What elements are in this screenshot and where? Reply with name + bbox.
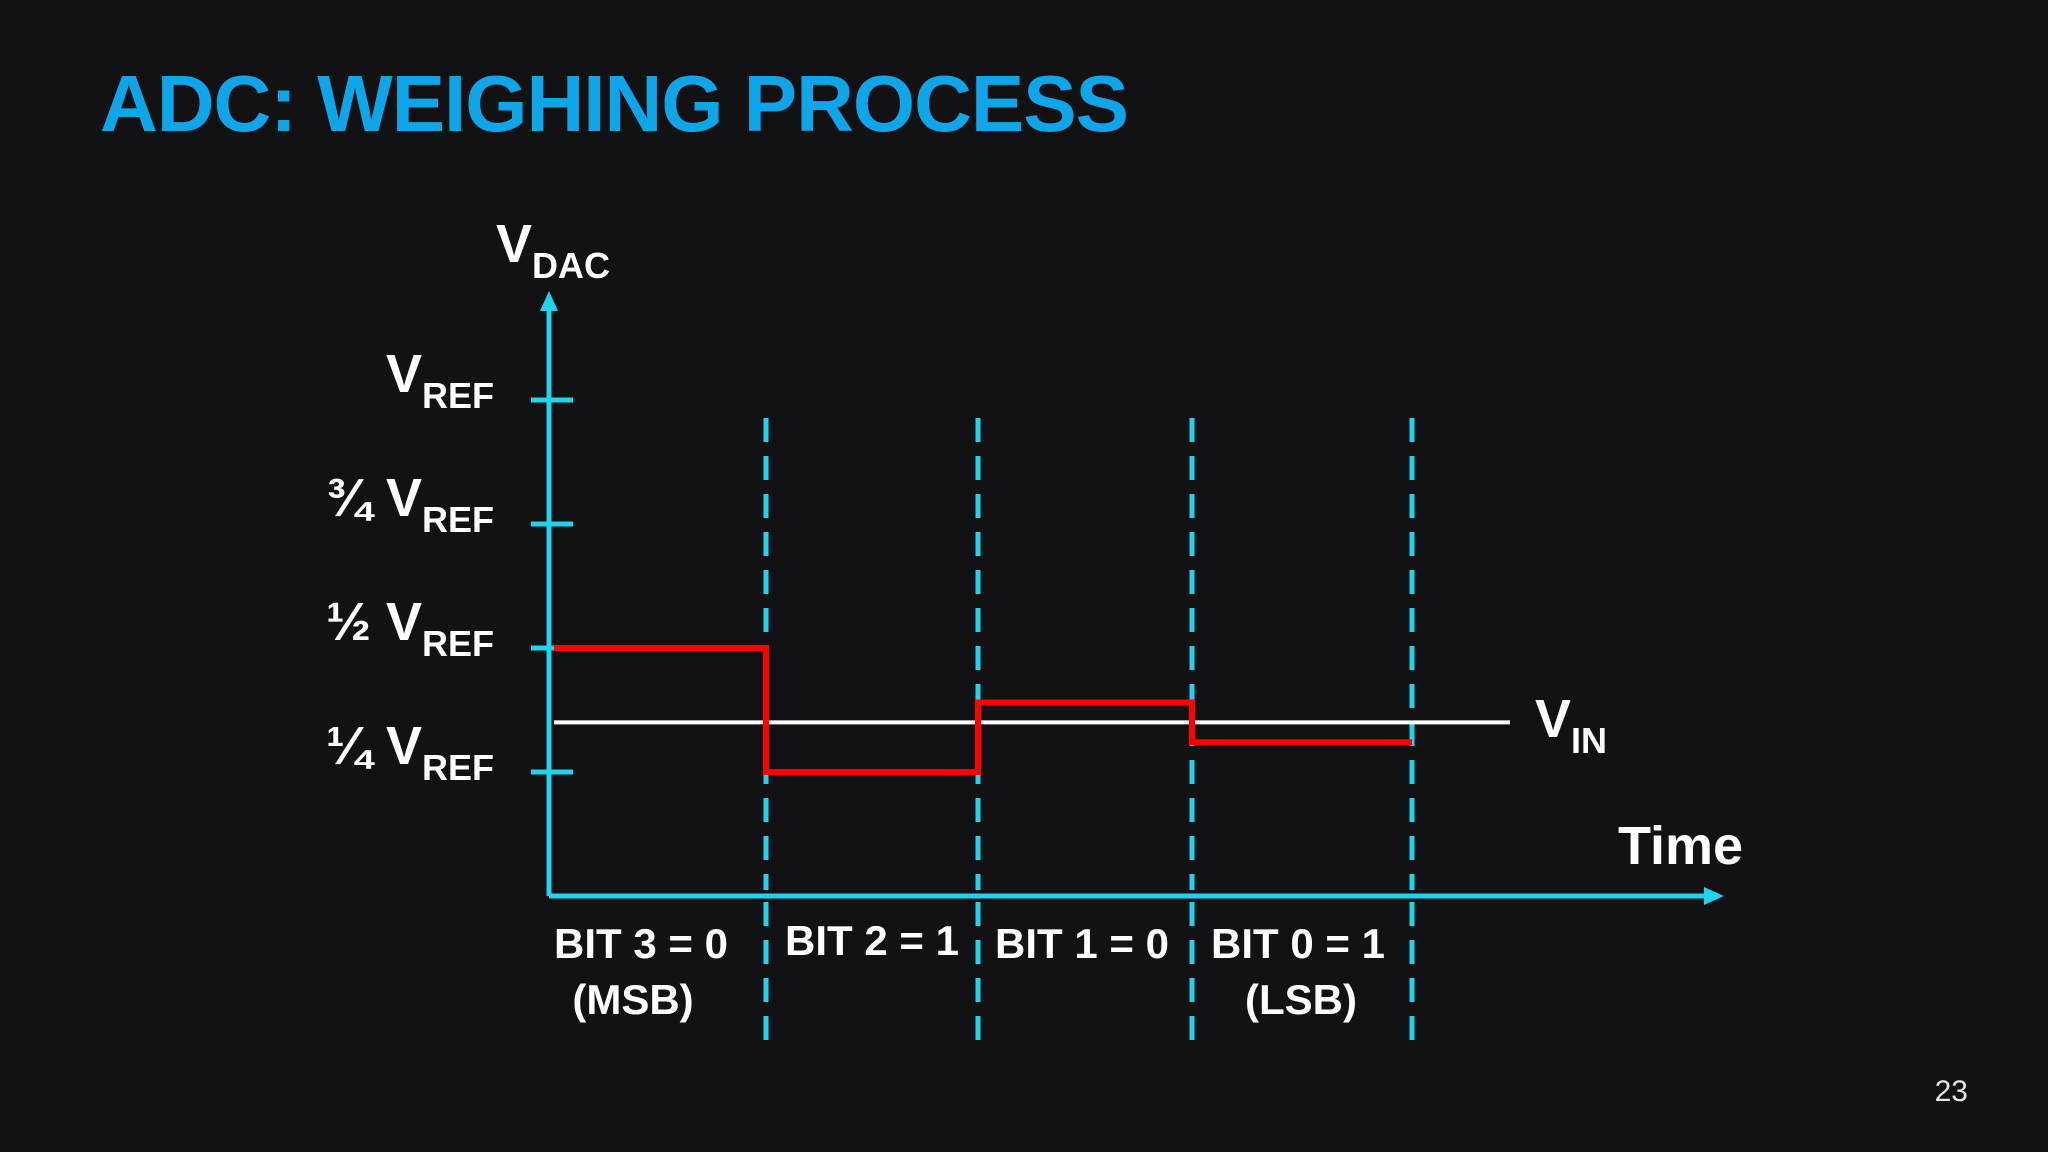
page-number: 23 [1934, 1075, 1968, 1108]
y-tick-label-sub: REF [422, 747, 494, 788]
y-axis-arrow [540, 291, 558, 311]
slide-title: ADC: WEIGHING PROCESS [100, 59, 1129, 148]
y-tick-label-main: ¼ V [326, 716, 422, 776]
axes [531, 291, 1724, 905]
bit-label: BIT 3 = 0 [554, 920, 728, 967]
dac-waveform [554, 645, 1412, 775]
y-tick-label: ¾ VREF [326, 468, 494, 540]
bit-dividers [763, 418, 1415, 1052]
y-tick-label-main: V [386, 344, 422, 404]
y-tick-label-sub: REF [422, 499, 494, 540]
vin-label: VIN [1535, 689, 1607, 761]
x-axis-arrow [1704, 887, 1724, 905]
bit-note: (MSB) [572, 976, 693, 1023]
y-tick-label-sub: REF [422, 375, 494, 416]
y-tick-label: VREF [386, 344, 494, 416]
bit-label: BIT 0 = 1 [1211, 920, 1385, 967]
y-tick-label: ¼ VREF [326, 716, 494, 788]
bit-label: BIT 2 = 1 [785, 917, 959, 964]
bit-note: (LSB) [1245, 976, 1357, 1023]
bit-label: BIT 1 = 0 [995, 920, 1169, 967]
y-axis-label-sub: DAC [532, 245, 610, 286]
vin-label-sub: IN [1571, 720, 1607, 761]
y-axis-label-main: V [496, 214, 532, 274]
x-axis-label: Time [1618, 816, 1743, 876]
y-tick-label-main: ¾ V [326, 468, 422, 528]
y-axis-label: VDAC [496, 214, 610, 286]
bit-labels: BIT 3 = 0 (MSB) BIT 2 = 1 BIT 1 = 0 BIT 0 = … [554, 917, 1385, 1023]
y-tick-label: ½ VREF [326, 592, 494, 664]
y-tick-label-main: ½ V [326, 592, 422, 652]
vin-label-main: V [1535, 689, 1571, 749]
y-tick-label-sub: REF [422, 623, 494, 664]
